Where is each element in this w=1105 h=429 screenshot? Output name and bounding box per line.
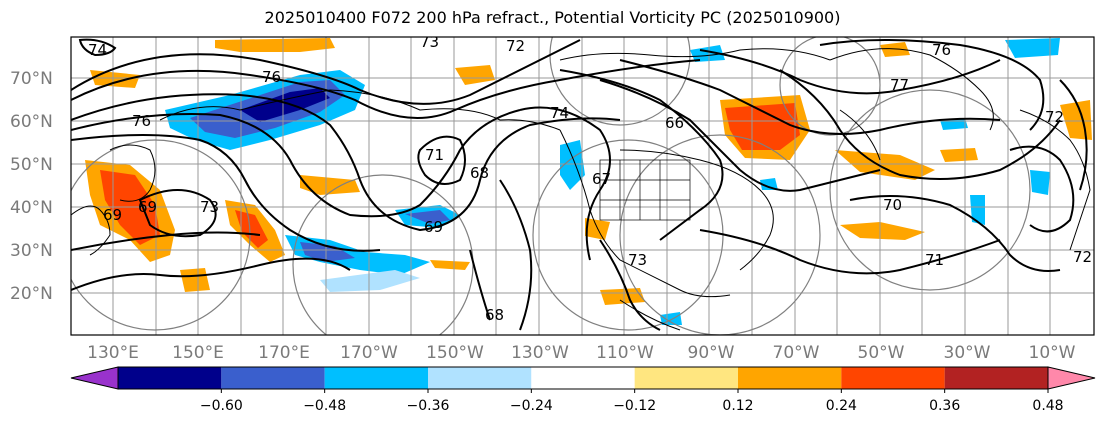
contour-label: 69 [424,218,443,236]
lat-label: 40°N [10,198,53,218]
contour-label: 66 [665,114,684,132]
plot-title: 2025010400 F072 200 hPa refract., Potent… [264,8,841,27]
colorbar-box [221,367,325,389]
contour-label: 74 [88,41,107,59]
colorbar-box [531,367,635,389]
colorbar-box [634,367,738,389]
contour-label: 68 [485,306,504,324]
contour-labels: 74 73 72 76 76 77 71 69 68 74 72 73 69 6… [88,33,1092,324]
lon-label: 30°W [944,343,991,363]
contour-label: 69 [138,198,157,216]
contour-label: 71 [425,146,444,164]
colorbar-outline [117,366,1049,390]
lon-axis: 130°E 150°E 170°E 170°W 150°W 130°W 110°… [87,343,1076,363]
colorbar-box [118,367,222,389]
contour-label: 72 [506,37,525,55]
colorbar: −0.60 −0.48 −0.36 −0.24 −0.12 0.12 0.24 0.36 0.4… [70,366,1096,414]
contour-label: 70 [883,196,902,214]
colorbar-box [944,367,1048,389]
contour-label: 67 [592,170,611,188]
colorbar-box [738,367,842,389]
colorbar-box [841,367,945,389]
lat-label: 50°N [10,155,53,175]
lon-label: 130°W [511,343,569,363]
contour-label: 73 [628,251,647,269]
contour-label: 76 [932,41,951,59]
contour-label: 72 [1045,108,1064,126]
contour-label: 68 [470,164,489,182]
contour-label: 73 [200,198,219,216]
range-circles [71,37,1031,335]
colorbar-tick-label: −0.24 [510,398,553,414]
colorbar-tick-label: −0.60 [200,398,243,414]
colorbar-tick-label: −0.48 [303,398,346,414]
lat-label: 70°N [10,69,53,89]
lon-label: 50°W [858,343,905,363]
contour-label: 73 [420,33,439,51]
lat-axis: 70°N 60°N 50°N 40°N 30°N 20°N [10,69,53,304]
colorbar-box [428,367,532,389]
lon-label: 150°W [426,343,484,363]
lon-label: 90°W [688,343,735,363]
lat-label: 60°N [10,112,53,132]
colorbar-tick-label: 0.24 [826,398,857,414]
contour-label: 76 [132,112,151,130]
colorbar-tick-label: −0.36 [407,398,450,414]
lon-label: 110°W [596,343,654,363]
lon-label: 130°E [87,343,139,363]
plot-frame [70,36,1095,336]
colorbar-tick-label: 0.48 [1032,398,1063,414]
lon-label: 70°W [773,343,820,363]
lon-label: 150°E [172,343,224,363]
contour-label: 71 [925,251,944,269]
colorbar-tick-label: 0.12 [722,398,753,414]
contour-label: 77 [890,76,909,94]
lon-label: 10°W [1029,343,1076,363]
contours [71,38,1088,331]
colorbar-extend-min [70,366,119,390]
lon-label: 170°E [258,343,310,363]
colorbar-extend-max [1047,366,1096,390]
colorbar-tick-label: 0.36 [929,398,960,414]
colorbar-box [324,367,428,389]
contour-label: 69 [103,206,122,224]
lon-label: 170°W [340,343,398,363]
state-borders [599,159,691,221]
colorbar-tick-label: −0.12 [613,398,656,414]
contour-label: 74 [550,104,569,122]
contour-label: 76 [262,68,281,86]
contour-label: 72 [1073,248,1092,266]
lat-label: 30°N [10,241,53,261]
lat-label: 20°N [10,284,53,304]
